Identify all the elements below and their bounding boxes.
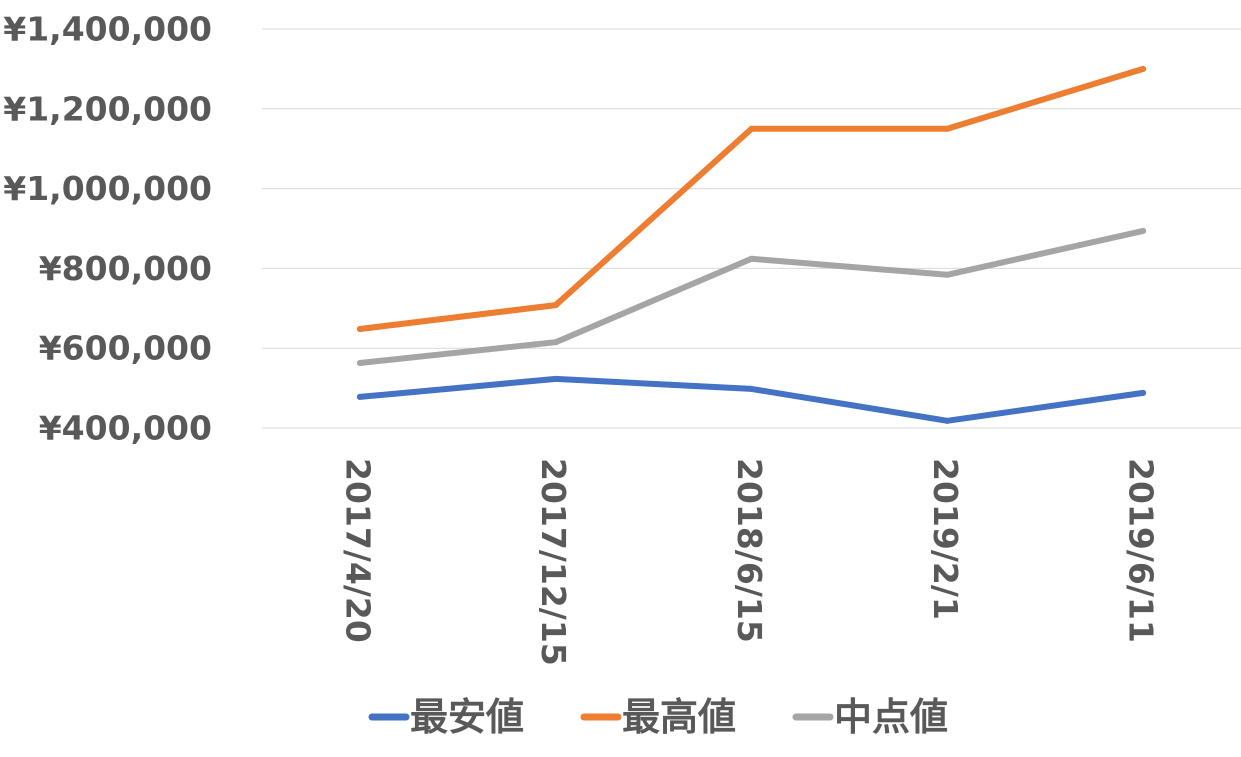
y-tick-label: ¥1,400,000 <box>3 10 212 49</box>
series-line-0 <box>356 375 1147 424</box>
legend: 最安値 最高値 中点値 <box>368 695 948 739</box>
data-point <box>944 417 951 424</box>
data-point <box>1140 389 1147 396</box>
data-point <box>356 393 363 400</box>
x-tick-label: 2017/12/15 <box>534 458 573 666</box>
series-line-1 <box>356 65 1147 332</box>
x-tick-label: 2019/2/1 <box>926 458 965 620</box>
y-axis-tick-labels: ¥400,000 ¥600,000 ¥800,000 ¥1,000,000 ¥1,200… <box>3 10 212 448</box>
data-point <box>552 375 559 382</box>
data-point <box>944 125 951 132</box>
y-tick-label: ¥600,000 <box>39 329 212 368</box>
y-tick-label: ¥1,200,000 <box>3 89 212 128</box>
x-axis-tick-labels: 2017/4/20 2017/12/15 2018/6/15 2019/2/1 2019… <box>338 458 1160 666</box>
data-point <box>944 271 951 278</box>
y-tick-label: ¥800,000 <box>39 249 212 288</box>
series-lines <box>356 65 1147 424</box>
data-point <box>552 339 559 346</box>
x-tick-label: 2018/6/15 <box>730 458 769 643</box>
data-point <box>748 255 755 262</box>
data-point <box>1140 65 1147 72</box>
y-tick-label: ¥1,000,000 <box>3 169 212 208</box>
x-tick-label: 2017/4/20 <box>338 458 377 643</box>
gridlines <box>262 28 1241 429</box>
data-point <box>1140 227 1147 234</box>
series-line-2 <box>356 227 1147 366</box>
data-point <box>356 326 363 333</box>
legend-label: 中点値 <box>834 695 948 739</box>
data-point <box>748 125 755 132</box>
y-tick-label: ¥400,000 <box>39 409 212 448</box>
x-tick-label: 2019/6/11 <box>1122 458 1161 643</box>
data-point <box>356 359 363 366</box>
legend-label: 最安値 <box>410 695 524 739</box>
data-point <box>552 302 559 309</box>
data-point <box>748 385 755 392</box>
legend-label: 最高値 <box>622 695 736 739</box>
